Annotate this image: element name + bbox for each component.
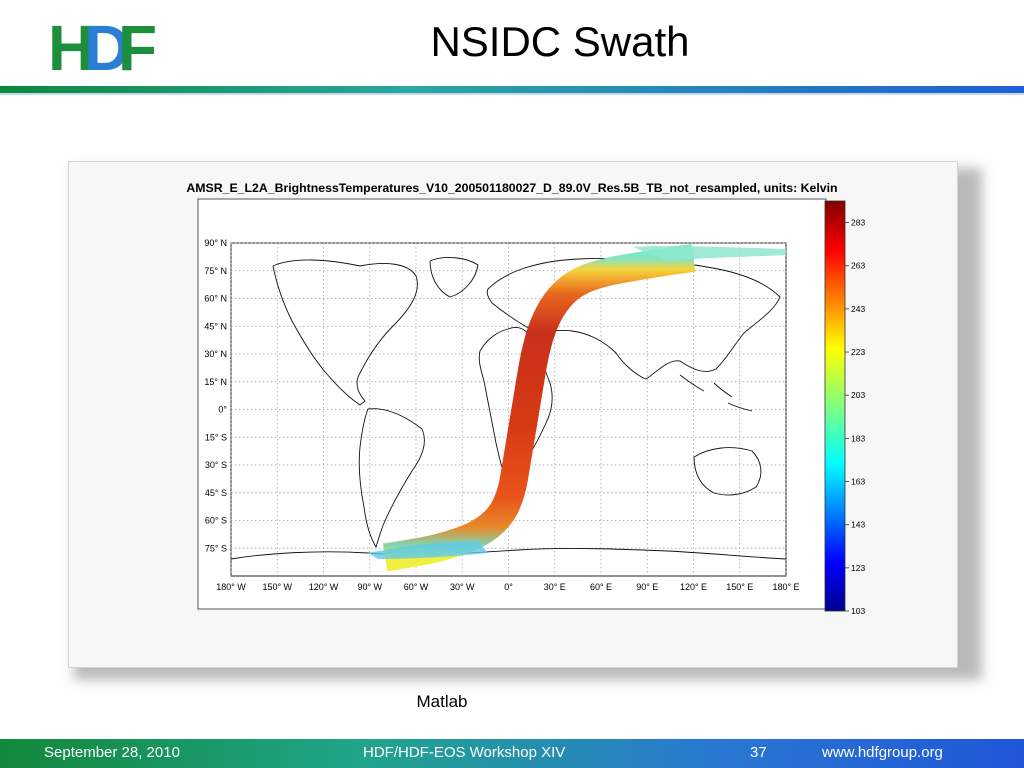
- figure-caption: Matlab: [416, 692, 468, 711]
- x-tick-label: 180° E: [772, 582, 799, 592]
- swath-antarctic-edge: [368, 541, 488, 559]
- colorbar-tick-label: 263: [851, 261, 865, 271]
- x-tick-label: 0°: [504, 582, 513, 592]
- colorbar-tick-labels: 283 263 243 223 203 183 163 143 123 103: [845, 218, 865, 616]
- footer-bar: September 28, 2010 HDF/HDF-EOS Workshop …: [0, 739, 1024, 768]
- colorbar-tick-label: 143: [851, 520, 865, 530]
- x-axis-tick-labels: 180° W 150° W 120° W 90° W 60° W 30° W 0° 30° E…: [216, 582, 799, 592]
- x-tick-label: 120° W: [309, 582, 339, 592]
- colorbar-tick-label: 223: [851, 347, 865, 357]
- y-tick-label: 75° S: [205, 543, 227, 553]
- coastline-south-america: [358, 408, 425, 549]
- x-tick-label: 150° W: [262, 582, 292, 592]
- colorbar-tick-label: 283: [851, 218, 865, 228]
- y-tick-label: 60° N: [204, 294, 227, 304]
- y-tick-label: 60° S: [205, 516, 227, 526]
- coastline-europe-africa: [478, 326, 553, 490]
- coastline-southeast-asia: [679, 374, 753, 412]
- footer-date: September 28, 2010: [44, 744, 180, 761]
- coastline-north-america: [272, 259, 418, 406]
- x-tick-label: 120° E: [680, 582, 707, 592]
- satellite-swath: [382, 243, 696, 572]
- x-tick-label: 30° E: [544, 582, 566, 592]
- coastline-greenland: [429, 257, 479, 298]
- y-axis-tick-labels: 90° N 75° N 60° N 45° N 30° N 15° N 0° 15° S 30°…: [204, 238, 227, 553]
- y-tick-label: 15° N: [204, 377, 227, 387]
- y-tick-label: 15° S: [205, 432, 227, 442]
- colorbar-tick-label: 123: [851, 563, 865, 573]
- y-tick-label: 90° N: [204, 238, 227, 248]
- hdf-logo: H D F: [48, 14, 156, 76]
- y-tick-label: 0°: [218, 405, 227, 415]
- colorbar: [824, 200, 846, 612]
- y-tick-label: 45° N: [204, 321, 227, 331]
- x-tick-label: 30° W: [450, 582, 475, 592]
- colorbar-tick-label: 163: [851, 477, 865, 487]
- chart-axes-frame: [197, 198, 827, 610]
- x-tick-label: 180° W: [216, 582, 246, 592]
- title-divider-highlight: [0, 93, 1024, 95]
- y-tick-label: 30° N: [204, 349, 227, 359]
- colorbar-tick-label: 203: [851, 390, 865, 400]
- title-divider: [0, 86, 1024, 93]
- y-tick-label: 75° N: [204, 266, 227, 276]
- slide-title: NSIDC Swath: [430, 18, 690, 65]
- coastline-australia: [693, 447, 762, 496]
- footer-url[interactable]: www.hdfgroup.org: [822, 744, 943, 761]
- x-tick-label: 60° W: [404, 582, 429, 592]
- footer-event: HDF/HDF-EOS Workshop XIV: [363, 744, 566, 761]
- coastline-antarctica: [231, 548, 786, 560]
- swath-map-chart: AMSR_E_L2A_BrightnessTemperatures_V10_20…: [186, 181, 865, 616]
- colorbar-tick-label: 103: [851, 606, 865, 616]
- swath-arctic-edge: [633, 246, 786, 261]
- x-tick-label: 90° E: [636, 582, 658, 592]
- x-tick-label: 90° W: [357, 582, 382, 592]
- x-tick-label: 60° E: [590, 582, 612, 592]
- swath-layer: [368, 243, 786, 572]
- y-tick-label: 45° S: [205, 488, 227, 498]
- x-tick-label: 150° E: [726, 582, 753, 592]
- y-tick-label: 30° S: [205, 460, 227, 470]
- footer-page-number: 37: [750, 744, 767, 761]
- colorbar-tick-label: 183: [851, 433, 865, 443]
- chart-title: AMSR_E_L2A_BrightnessTemperatures_V10_20…: [186, 181, 837, 195]
- svg-text:F: F: [118, 14, 156, 76]
- svg-text:H: H: [48, 14, 90, 76]
- colorbar-tick-label: 243: [851, 304, 865, 314]
